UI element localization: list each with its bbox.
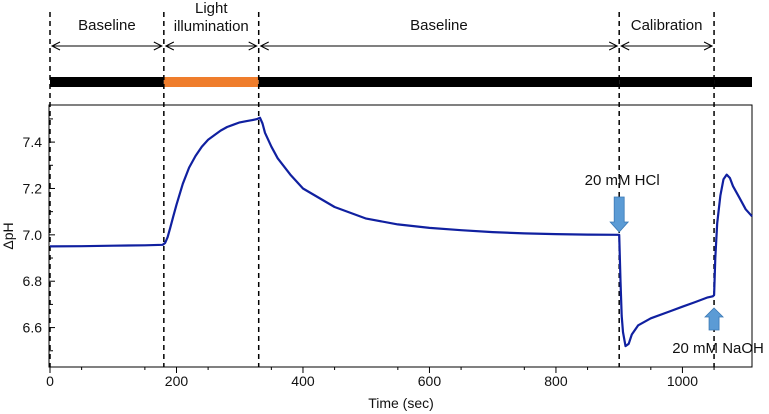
annotation-group: 20 mM HCl 20 mM NaOH [585, 172, 764, 357]
phase-arrowhead-right-2 [608, 41, 619, 51]
x-tick-label-3: 600 [418, 373, 442, 389]
annotation-hcl: 20 mM HCl [585, 172, 660, 189]
phase-arrowhead-left-0 [50, 41, 61, 51]
phase-bar-2 [258, 77, 620, 87]
series-line-0 [49, 116, 753, 348]
plot-frame [48, 104, 753, 368]
phase-label-0: Baseline [78, 17, 136, 34]
y-axis-label: ΔpH [0, 222, 16, 249]
phase-label-2: Baseline [410, 17, 468, 34]
phase-arrowhead-right-1 [248, 41, 258, 51]
x-tick-label-0: 0 [46, 373, 54, 389]
y-axis: 6.6 6.8 7.0 7.2 7.4 [23, 118, 55, 352]
down-arrow-icon [609, 196, 630, 233]
phase-label-3: Calibration [631, 17, 703, 34]
phase-arrowhead-left-2 [259, 41, 269, 51]
phase-bar-3 [619, 77, 715, 87]
y-tick-label-4: 7.4 [23, 134, 43, 150]
x-axis-label: Time (sec) [368, 395, 434, 411]
phase-bar-0 [50, 77, 164, 87]
phase-bar-4 [714, 77, 752, 87]
phase-arrowhead-right-0 [153, 41, 163, 51]
phase-bar-1 [163, 77, 259, 87]
y-tick-label-1: 6.8 [23, 273, 43, 289]
plot-border [48, 104, 753, 368]
annotation-naoh: 20 mM NaOH [672, 340, 764, 357]
phase-boundary-lines [49, 12, 715, 367]
up-arrow-icon [704, 307, 725, 331]
phase-arrowhead-right-3 [703, 41, 714, 51]
y-tick-label-2: 7.0 [23, 227, 43, 243]
phase-arrow-group [50, 41, 714, 51]
phase-arrowhead-left-3 [620, 41, 630, 51]
series-group [49, 116, 753, 348]
y-tick-label-0: 6.6 [23, 320, 43, 336]
x-tick-label-1: 200 [165, 373, 189, 389]
x-tick-label-5: 1000 [667, 373, 698, 389]
phase-label-group: Baseline Light illumination Baseline Calibra… [78, 0, 702, 35]
phase-bar-group [50, 77, 752, 87]
x-tick-label-2: 400 [291, 373, 315, 389]
phase-label-1: Light illumination [174, 0, 249, 35]
phase-arrowhead-left-1 [164, 41, 175, 51]
y-tick-label-3: 7.2 [23, 180, 43, 196]
x-tick-label-4: 800 [544, 373, 568, 389]
x-axis: 0 200 400 600 800 1000 [46, 367, 715, 389]
